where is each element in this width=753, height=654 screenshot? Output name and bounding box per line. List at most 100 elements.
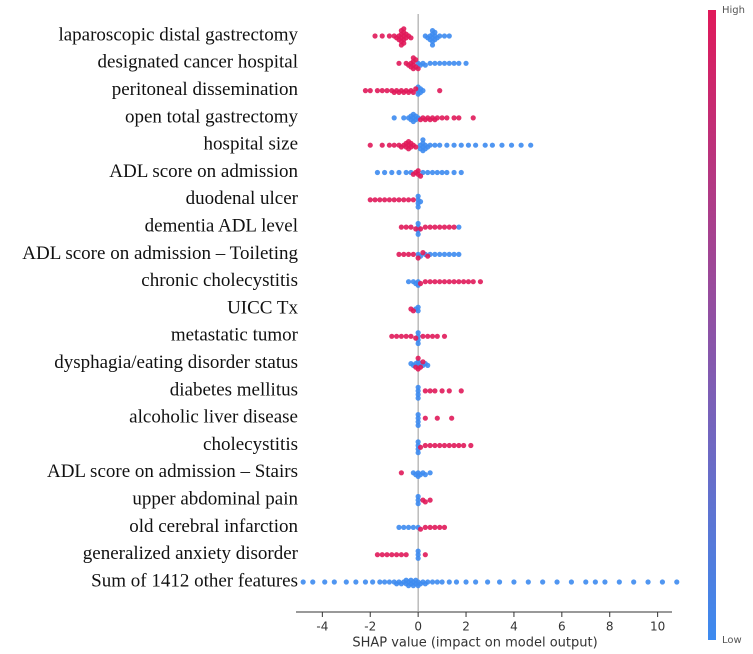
feature-label: Sum of 1412 other features	[91, 570, 298, 591]
feature-label: peritoneal dissemination	[112, 79, 299, 100]
dot	[415, 501, 421, 507]
dot	[379, 33, 385, 39]
dot	[382, 169, 388, 176]
dot	[470, 115, 476, 121]
dot	[439, 115, 445, 121]
dot	[398, 470, 404, 476]
dot	[432, 279, 438, 285]
dot	[389, 333, 395, 339]
dot	[451, 279, 457, 285]
dot	[393, 552, 400, 558]
dot	[456, 279, 462, 285]
dot	[444, 115, 450, 121]
dot	[508, 142, 515, 148]
dot	[427, 224, 433, 230]
dot	[343, 579, 349, 585]
dot	[496, 579, 503, 585]
feature-label: dementia ADL level	[145, 215, 298, 236]
dot	[441, 442, 448, 449]
dot	[456, 60, 462, 66]
dot	[386, 197, 393, 203]
dot	[439, 169, 445, 176]
dot	[391, 115, 397, 121]
dot	[415, 308, 421, 314]
dot	[511, 579, 517, 585]
dot	[434, 333, 440, 339]
dot	[420, 333, 426, 339]
dot	[441, 251, 448, 257]
feature-label: generalized anxiety disorder	[83, 543, 299, 564]
dot	[432, 29, 438, 35]
dot	[417, 444, 424, 450]
dot	[470, 279, 476, 285]
dot	[415, 412, 421, 418]
dot	[451, 169, 457, 176]
dot	[389, 169, 395, 176]
feature-label: alcoholic liver disease	[129, 407, 298, 428]
x-tick-label: 10	[650, 620, 665, 634]
dot	[415, 220, 421, 227]
dot	[405, 279, 412, 285]
dot	[456, 442, 462, 449]
dot	[449, 415, 455, 421]
dot	[437, 524, 443, 531]
dot	[432, 524, 438, 531]
dot	[372, 33, 378, 39]
dot	[331, 579, 337, 585]
dot	[391, 197, 397, 203]
feature-label: duodenal ulcer	[186, 188, 299, 209]
dot	[413, 335, 419, 341]
dot	[425, 333, 431, 339]
dot	[422, 524, 428, 531]
dot	[437, 88, 443, 94]
dot	[384, 552, 390, 558]
dot	[415, 340, 421, 347]
dot	[463, 579, 469, 585]
dot	[389, 552, 395, 558]
dot	[415, 419, 421, 425]
dot	[405, 197, 412, 203]
dot	[441, 524, 448, 531]
dot	[398, 333, 404, 339]
dot	[415, 304, 421, 310]
dot	[456, 251, 462, 257]
dot	[386, 33, 393, 39]
dot	[370, 579, 376, 585]
dot	[367, 197, 373, 203]
dot	[437, 33, 443, 39]
dot	[456, 224, 462, 230]
dot	[434, 579, 440, 585]
dot	[427, 524, 433, 531]
dot	[415, 231, 421, 237]
dot	[468, 442, 474, 449]
dot	[592, 579, 598, 585]
dot	[422, 442, 428, 449]
dot	[425, 253, 431, 259]
dot	[427, 60, 433, 66]
dot	[415, 555, 421, 561]
dot	[458, 169, 464, 176]
dot	[441, 224, 448, 230]
dot	[415, 168, 421, 174]
dot	[458, 142, 464, 148]
feature-label: old cerebral infarction	[129, 516, 298, 537]
dot	[422, 472, 428, 478]
dot	[473, 579, 479, 585]
dot	[408, 333, 414, 339]
dot	[453, 579, 460, 585]
dot	[437, 224, 443, 230]
dot	[568, 579, 575, 585]
dot	[473, 142, 479, 148]
dot	[415, 193, 421, 199]
dot	[429, 579, 436, 585]
dot	[456, 115, 462, 121]
dot	[379, 88, 385, 94]
feature-label: ADL score on admission – Stairs	[47, 461, 298, 482]
dot	[439, 388, 445, 394]
dot	[377, 197, 383, 203]
dot	[422, 279, 428, 285]
x-tick-label: 0	[414, 620, 422, 634]
dot	[393, 333, 400, 339]
feature-label: ADL score on admission	[109, 161, 298, 182]
